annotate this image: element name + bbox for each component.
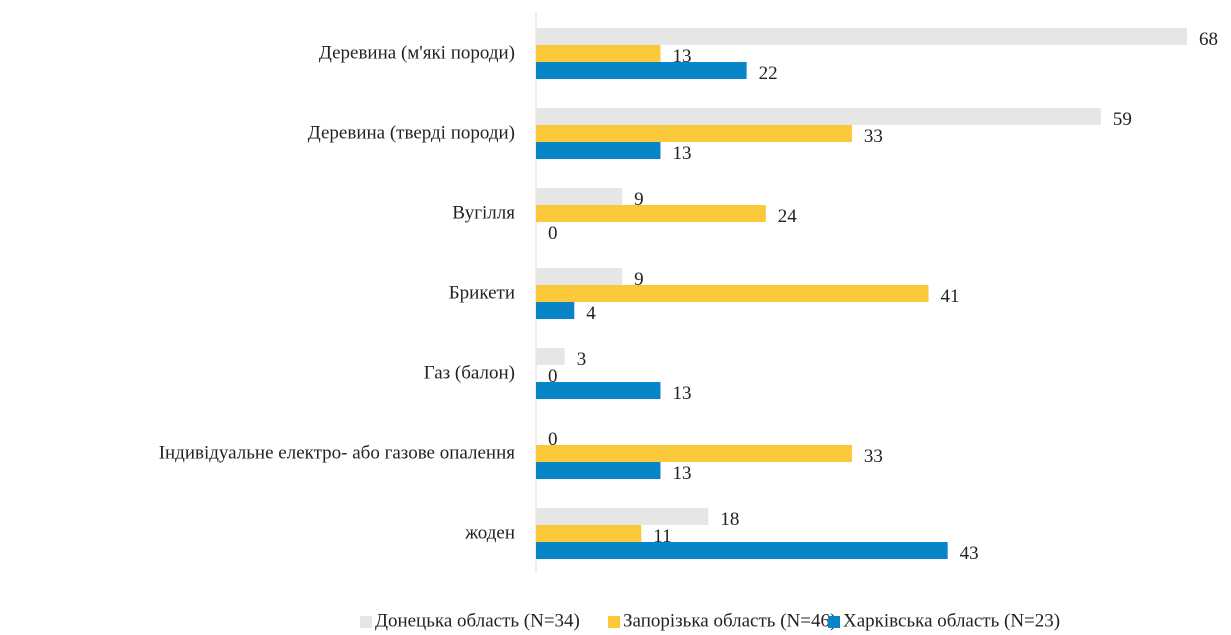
value-label: 33: [864, 126, 883, 147]
category-label: Вугілля: [452, 202, 515, 223]
value-label: 13: [672, 46, 691, 67]
bar: [536, 62, 747, 79]
value-label: 18: [720, 509, 739, 530]
bar: [536, 268, 623, 285]
value-label: 4: [586, 303, 596, 324]
bar: [536, 108, 1101, 125]
value-label: 24: [778, 206, 798, 227]
bar: [536, 205, 766, 222]
bar: [536, 462, 661, 479]
category-label: Деревина (тверді породи): [308, 122, 515, 143]
value-label: 13: [672, 383, 691, 404]
value-label: 13: [672, 143, 691, 164]
value-label: 3: [577, 349, 587, 370]
legend-label: Донецька область (N=34): [375, 610, 580, 631]
legend-swatch: [360, 616, 372, 628]
bar: [536, 302, 575, 319]
bar: [536, 348, 565, 365]
legend-swatch: [608, 616, 620, 628]
category-label: Газ (балон): [424, 362, 515, 383]
value-label: 59: [1113, 109, 1132, 130]
value-label: 9: [634, 269, 644, 290]
bar: [536, 125, 852, 142]
category-label: Індивідуальне електро- або газове опален…: [159, 442, 516, 463]
bar: [536, 45, 661, 62]
value-label: 22: [759, 63, 778, 84]
value-label: 43: [960, 543, 979, 564]
category-label: Деревина (м'які породи): [319, 42, 515, 63]
legend-label: Запорізька область (N=46): [623, 610, 836, 631]
bar: [536, 382, 661, 399]
bar: [536, 142, 661, 159]
bar: [536, 542, 948, 559]
category-label: Брикети: [449, 282, 515, 303]
bar: [536, 445, 852, 462]
value-label: 68: [1199, 29, 1218, 50]
bar: [536, 285, 929, 302]
value-label: 0: [548, 429, 558, 450]
bar: [536, 188, 623, 205]
value-label: 9: [634, 189, 644, 210]
bar: [536, 525, 642, 542]
value-label: 11: [653, 526, 671, 547]
value-label: 41: [941, 286, 960, 307]
category-label: жоден: [464, 522, 515, 543]
value-label: 0: [548, 366, 558, 387]
legend-swatch: [828, 616, 840, 628]
bar: [536, 28, 1187, 45]
value-label: 33: [864, 446, 883, 467]
value-label: 13: [672, 463, 691, 484]
legend-label: Харківська область (N=23): [843, 610, 1060, 631]
bar: [536, 508, 709, 525]
value-label: 0: [548, 223, 558, 244]
